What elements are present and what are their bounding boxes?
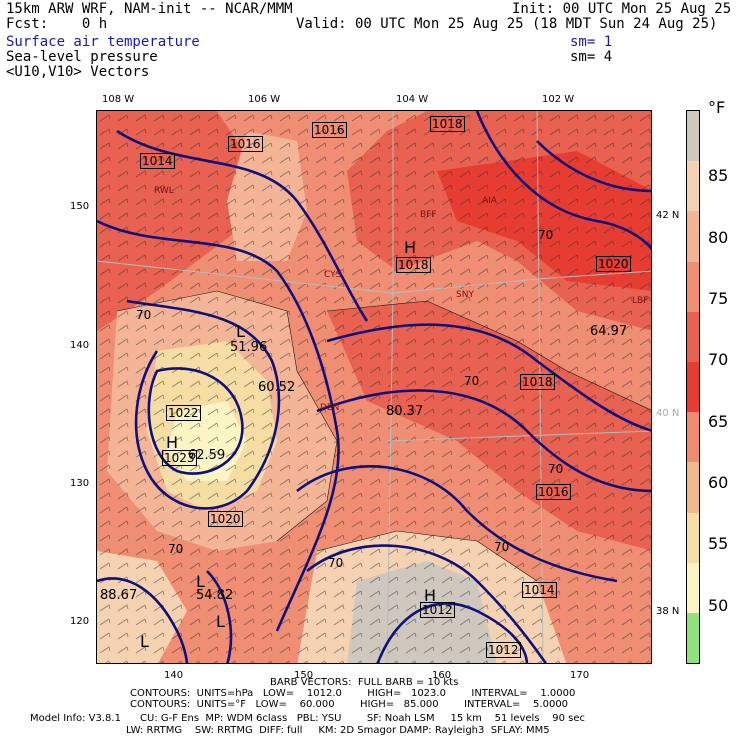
slp-label: 1012 (486, 642, 521, 658)
lon-tick: 108 W (102, 94, 135, 105)
colorbar-label: 70 (708, 350, 729, 369)
slp-label: 1012 (420, 602, 455, 618)
state-boundaries (97, 111, 651, 663)
temp-contour-label: 70 (168, 542, 184, 556)
colorbar-segment (687, 612, 699, 664)
colorbar-segment (687, 161, 699, 212)
slp-label: 1020 (596, 256, 631, 272)
low-marker: L (196, 572, 205, 591)
colorbar-segment (687, 211, 699, 262)
colorbar-segment (687, 562, 699, 613)
model-title: 15km ARW WRF, NAM-init -- NCAR/MMM (6, 1, 293, 17)
low-marker: L (140, 632, 149, 651)
point-value: 51.96 (230, 340, 268, 355)
temp-contour-label: 70 (136, 308, 152, 322)
temp-contour-label: 70 (548, 462, 564, 476)
low-marker: L (216, 612, 225, 631)
colorbar-segment (687, 311, 699, 362)
point-value: 64.97 (590, 324, 628, 339)
colorbar-label: 50 (708, 596, 729, 615)
temp-contour-label: 70 (538, 228, 554, 242)
point-value: 80.37 (386, 404, 424, 419)
colorbar-unit: °F (708, 98, 726, 117)
slp-label: 1016 (536, 484, 571, 500)
field-surface-temp: Surface air temperature (6, 34, 200, 50)
station-label: SNY (456, 290, 474, 300)
slp-label: 1014 (522, 582, 557, 598)
colorbar-segment (687, 361, 699, 413)
field-surface-temp-sm: sm= 1 (570, 34, 613, 50)
grid-tick-x: 170 (570, 670, 590, 681)
colorbar-label: 85 (708, 166, 729, 185)
contours-temp: CONTOURS: UNITS=°F LOW= 60.000 HIGH= 85.… (130, 699, 569, 710)
low-marker: L (236, 322, 245, 341)
colorbar-label: 55 (708, 534, 729, 553)
station-label: CYS (324, 270, 342, 280)
slp-label: 1022 (166, 405, 201, 421)
slp-label: 1018 (520, 374, 555, 390)
station-label: AIA (482, 196, 497, 206)
colorbar-label: 65 (708, 412, 729, 431)
high-marker: H (166, 433, 179, 452)
wind-barbs (97, 111, 651, 663)
colorbar-label: 80 (708, 228, 729, 247)
point-value: 62.59 (188, 448, 226, 463)
colorbar-label: 60 (708, 473, 729, 492)
point-value: 88.67 (100, 588, 138, 603)
high-marker: H (404, 238, 417, 257)
colorbar-segment (687, 462, 699, 513)
high-marker: H (424, 586, 437, 605)
lat-label: 38 N (656, 606, 680, 617)
station-label: LBF (632, 296, 649, 306)
colorbar-label: 75 (708, 289, 729, 308)
station-label: DEN (320, 403, 340, 413)
station-label: BFF (420, 210, 437, 220)
init-time: Init: 00 UTC Mon 25 Aug 25 (512, 1, 732, 17)
field-slp-sm: sm= 4 (570, 49, 613, 65)
forecast-hour: Fcst: 0 h (6, 16, 108, 32)
slp-label: 1018 (396, 257, 431, 273)
slp-label: 1018 (430, 116, 465, 132)
barb-legend: BARB VECTORS: FULL BARB = 10 kts (270, 677, 459, 688)
grid-tick-y: 120 (70, 616, 90, 627)
lon-tick: 106 W (248, 94, 281, 105)
temp-contour-label: 70 (328, 556, 344, 570)
grid-tick-x: 160 (432, 670, 452, 681)
slp-label: 1023 (162, 450, 197, 466)
slp-label: 1014 (140, 153, 175, 169)
colorbar-segment (687, 111, 699, 162)
point-value: 54.82 (196, 588, 234, 603)
lat-label: 42 N (656, 210, 680, 221)
colorbar-segment (687, 261, 699, 312)
model-info-2: LW: RRTMG SW: RRTMG DIFF: full KM: 2D Sm… (126, 725, 550, 736)
field-slp: Sea-level pressure (6, 49, 158, 65)
colorbar-fill (687, 111, 699, 664)
colorbar-segment (687, 412, 699, 463)
lat-label: 40 N (656, 408, 680, 419)
point-value: 60.52 (258, 380, 296, 395)
temp-contour-label: 70 (494, 540, 510, 554)
colorbar (686, 110, 700, 664)
grid-tick-y: 130 (70, 478, 90, 489)
colorbar-segment (687, 512, 699, 563)
grid-tick-y: 150 (70, 201, 90, 212)
temp-contour-label: 70 (464, 374, 480, 388)
grid-tick-x: 140 (164, 670, 184, 681)
weather-map (96, 110, 652, 664)
slp-label: 1016 (228, 136, 263, 152)
model-info: Model Info: V3.8.1 CU: G-F Ens MP: WDM 6… (30, 713, 586, 724)
lon-tick: 102 W (542, 94, 575, 105)
temp-contours (116, 290, 651, 582)
lon-tick: 104 W (396, 94, 429, 105)
grid-tick-y: 140 (70, 340, 90, 351)
map-svg (97, 111, 651, 663)
field-vectors: <U10,V10> Vectors (6, 64, 150, 80)
slp-label: 1016 (312, 122, 347, 138)
slp-label: 1020 (208, 511, 243, 527)
valid-time: Valid: 00 UTC Mon 25 Aug 25 (18 MDT Sun … (296, 16, 718, 32)
grid-tick-x: 150 (294, 670, 314, 681)
station-label: RWL (154, 186, 174, 196)
contours-slp: CONTOURS: UNITS=hPa LOW= 1012.0 HIGH= 10… (130, 688, 576, 699)
